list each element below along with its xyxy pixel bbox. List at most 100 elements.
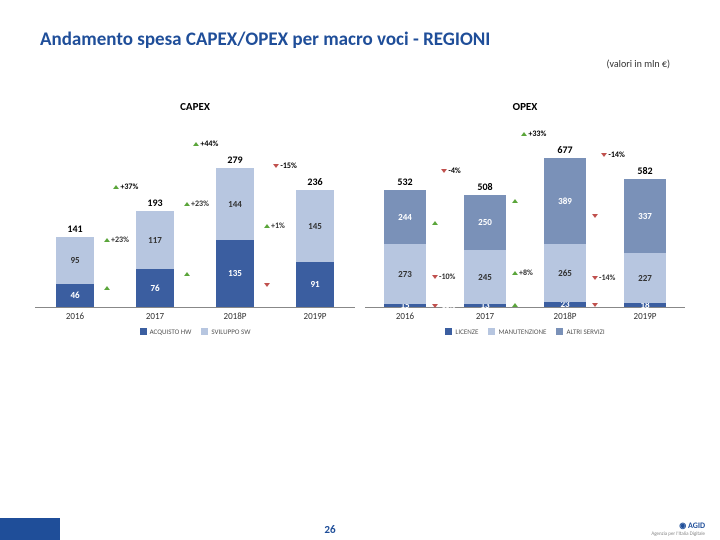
bar-segment: -10%245 [464,250,506,304]
legend-swatch [140,328,147,335]
axis-labels: 2016 2017 2018P 2019P [35,311,355,322]
delta-seg: +23% [104,235,129,245]
bar-total: 141 [67,222,82,235]
units-label: (valori in mln €) [0,51,720,70]
axis-label: 2017 [134,311,176,322]
agid-logo: ◉ AGID Agenzia per l'Italia Digitale [600,521,720,537]
delta-seg: +1% [264,221,285,231]
legend-item: SVILUPPO SW [201,327,250,336]
bar-segment: -14%227 [624,253,666,303]
legend-swatch [556,328,563,335]
bar-total: +33%677 [557,143,572,156]
delta-seg: +76% [512,300,537,310]
bar-segment: 15 [384,304,426,307]
bars-area: 141 4695 +37%193 +67%76+23%117 +44%279 +77%13… [35,133,355,308]
bar-group-2016: 141 4695 [56,222,94,307]
bar-stack: 4695 [56,237,94,307]
delta-seg: -16% [432,301,455,311]
bar-total: -14%582 [637,164,652,177]
axis-label: 2019P [294,311,336,322]
legend: LICENZE MANUTENZIONE ALTRI SERVIZI [365,327,685,336]
legend-item: ACQUISTO HW [140,327,192,336]
delta-seg: -22% [592,300,615,310]
bar-total: 532 [397,175,412,188]
delta-seg: +55% [512,196,537,206]
page-number: 26 [60,523,600,536]
legend-item: ALTRI SERVIZI [556,327,604,336]
opex-chart: OPEX 532 15273244 -4%508 -16%13-10%245+2%250… [365,100,685,350]
bar-group-2017: +37%193 +67%76+23%117 [136,196,174,307]
delta-total: -15% [273,161,296,171]
legend: ACQUISTO HW SVILUPPO SW [35,327,355,336]
bar-segment: -22%18 [624,303,666,307]
bar-segment: +23%144 [216,168,254,240]
legend-swatch [201,328,208,335]
axis-label: 2018P [544,311,586,322]
legend-item: MANUTENZIONE [488,327,546,336]
bar-stack: +77%135+23%144 [216,168,254,307]
bar-segment: -33%91 [296,262,334,307]
bar-group-2017: -4%508 -16%13-10%245+2%250 [464,180,506,307]
axis-label: 2016 [384,311,426,322]
footer: 26 ◉ AGID Agenzia per l'Italia Digitale [0,518,720,540]
bar-group-2019P: -15%236 -33%91+1%145 [296,175,334,307]
delta-seg: +2% [432,218,453,228]
bar-group-2019P: -14%582 -22%18-14%227-13%337 [624,164,666,307]
bar-group-2016: 532 15273244 [384,175,426,307]
delta-seg: -14% [592,273,615,283]
bar-stack: +76%23+8%265+55%389 [544,158,586,307]
delta-seg: +8% [512,268,533,278]
chart-title: OPEX [365,100,685,113]
delta-seg: -33% [264,280,287,290]
axis-label: 2018P [214,311,256,322]
capex-chart: CAPEX1414695+37%193+67%76+23%117+44%279+… [35,100,355,350]
bar-total: -4%508 [477,180,492,193]
bar-segment: 95 [56,237,94,284]
axis-label: 2017 [464,311,506,322]
bar-group-2018P: +33%677 +76%23+8%265+55%389 [544,143,586,307]
bar-group-2018P: +44%279 +77%135+23%144 [216,153,254,307]
bar-total: -15%236 [307,175,322,188]
delta-seg: +23% [184,199,209,209]
delta-total: +44% [193,139,218,149]
bar-segment: +67%76 [136,269,174,307]
bar-segment: +1%145 [296,190,334,262]
bar-stack: -16%13-10%245+2%250 [464,195,506,307]
bars-area: 532 15273244 -4%508 -16%13-10%245+2%250 +33%… [365,133,685,308]
bar-segment: -16%13 [464,304,506,307]
delta-total: -14% [601,150,624,160]
bar-segment: 244 [384,190,426,244]
legend-swatch [488,328,495,335]
axis-label: 2016 [54,311,96,322]
delta-total: +37% [113,182,138,192]
charts-container: CAPEX1414695+37%193+67%76+23%117+44%279+… [0,70,720,350]
axis-label: 2019P [624,311,666,322]
bar-segment: 46 [56,284,94,307]
bar-segment: +2%250 [464,195,506,250]
bar-stack: -22%18-14%227-13%337 [624,179,666,307]
legend-item: LICENZE [445,327,478,336]
delta-seg: +77% [184,269,209,279]
bar-stack: +67%76+23%117 [136,211,174,307]
bar-stack: -33%91+1%145 [296,190,334,307]
delta-seg: -13% [592,211,615,221]
legend-swatch [445,328,452,335]
bar-segment: 273 [384,244,426,304]
delta-seg: -10% [432,272,455,282]
bar-segment: +77%135 [216,240,254,307]
chart-title: CAPEX [35,100,355,113]
delta-seg: +67% [104,283,129,293]
delta-total: +33% [521,129,546,139]
page-title: Andamento spesa CAPEX/OPEX per macro voc… [0,0,720,51]
bar-total: +37%193 [147,196,162,209]
bar-segment: -13%337 [624,179,666,253]
axis-labels: 2016 2017 2018P 2019P [365,311,685,322]
bar-segment: +76%23 [544,302,586,307]
bar-segment: +23%117 [136,211,174,269]
delta-total: -4% [441,166,460,176]
bar-segment: +8%265 [544,244,586,302]
bar-stack: 15273244 [384,190,426,307]
bar-segment: +55%389 [544,158,586,244]
bar-total: +44%279 [227,153,242,166]
footer-accent [0,518,60,540]
